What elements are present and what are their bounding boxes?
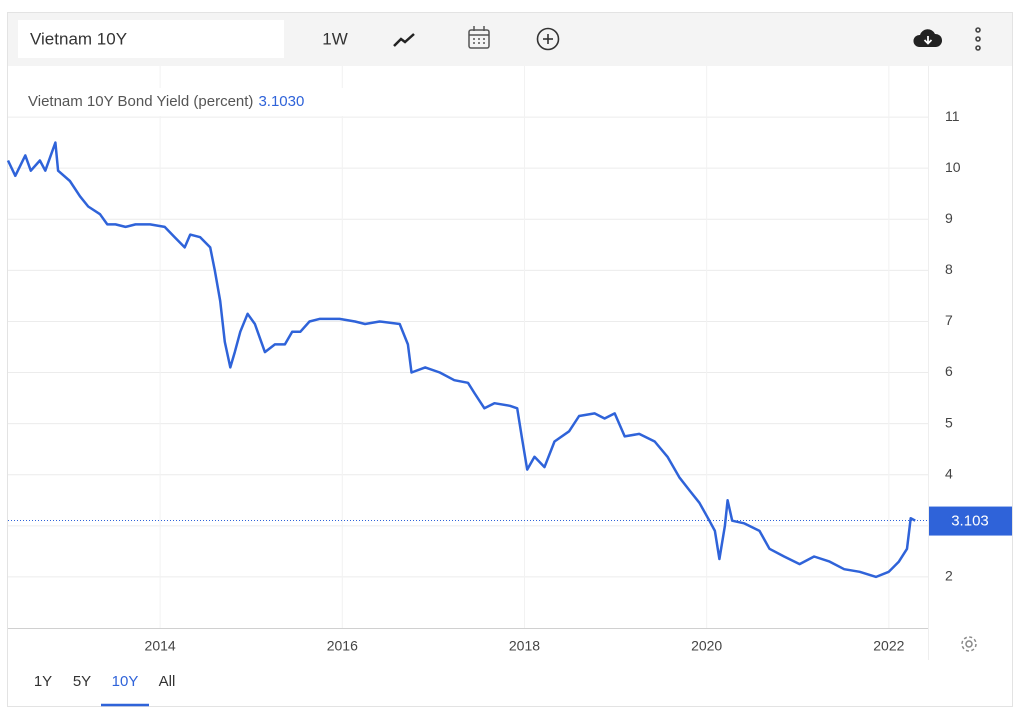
y-tick-label: 7 <box>945 312 953 328</box>
y-tick-label: 5 <box>945 414 953 430</box>
y-tick-label: 11 <box>945 108 960 124</box>
range-button[interactable]: 5Y <box>73 673 91 690</box>
frame <box>7 12 1013 707</box>
y-tick-label: 9 <box>945 210 953 226</box>
x-tick-label: 2020 <box>691 638 722 654</box>
y-tick-label: 10 <box>945 159 961 175</box>
line <box>6 141 916 579</box>
interval[interactable]: 1W <box>322 29 348 48</box>
plot: 234567891011201420162018202020223.103Vie… <box>6 66 1012 654</box>
price-tag-label: 3.103 <box>951 513 989 530</box>
legend-name: Vietnam 10Y Bond Yield (percent) <box>28 93 253 110</box>
y-tick-label: 6 <box>945 363 953 379</box>
range-button[interactable]: 1Y <box>34 673 52 690</box>
chart-type-icon[interactable] <box>393 33 415 47</box>
x-tick-label: 2018 <box>509 638 540 654</box>
download-icon[interactable] <box>913 29 943 47</box>
symbol-input[interactable] <box>18 20 284 58</box>
settings-icon[interactable] <box>961 636 977 652</box>
y-tick-label: 2 <box>945 568 953 584</box>
add-icon[interactable] <box>536 27 560 51</box>
range-button[interactable]: All <box>159 673 176 690</box>
legend-value: 3.1030 <box>258 93 304 110</box>
x-tick-label: 2014 <box>145 638 176 654</box>
y-tick-label: 4 <box>945 465 953 481</box>
calendar-icon[interactable] <box>468 26 490 49</box>
price-tag <box>928 506 1012 536</box>
x-tick-label: 2022 <box>873 638 904 654</box>
range-button[interactable]: 10Y <box>112 673 139 690</box>
menu-icon[interactable] <box>975 27 981 51</box>
legend-box <box>20 88 366 116</box>
x-tick-label: 2016 <box>327 638 358 654</box>
symbol: Vietnam 10Y <box>30 29 127 48</box>
y-tick-label: 8 <box>945 261 953 277</box>
legend: Vietnam 10Y Bond Yield (percent) 3.1030 <box>28 93 304 110</box>
